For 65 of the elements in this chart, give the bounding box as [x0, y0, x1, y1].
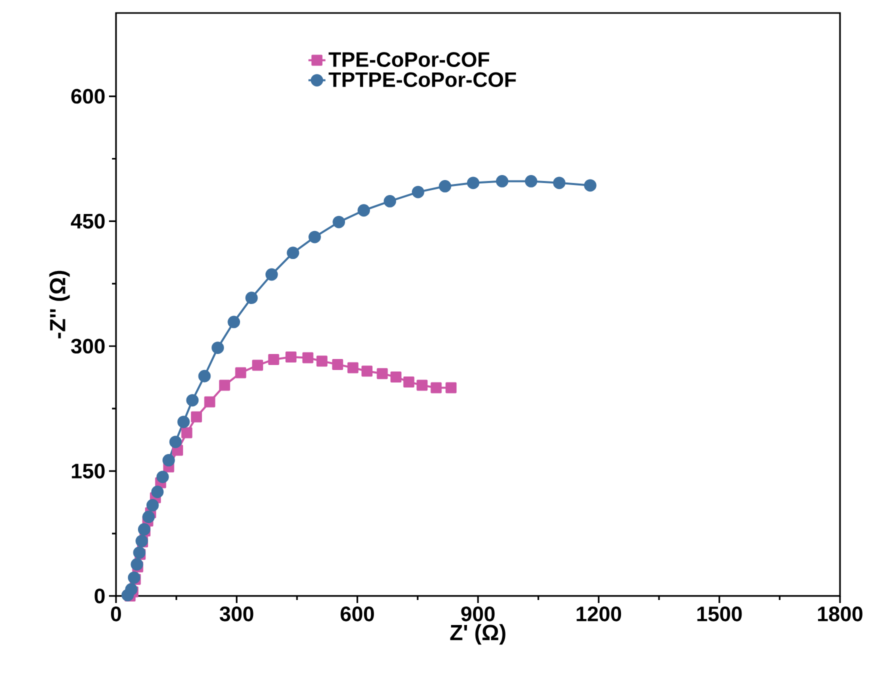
legend-label: TPE-CoPor-COF — [328, 52, 490, 67]
point — [438, 180, 452, 192]
x-tick-label: 1800 — [818, 606, 862, 622]
y-tick-label: 300 — [71, 338, 105, 354]
point — [347, 362, 358, 374]
point — [416, 380, 428, 391]
point — [133, 546, 146, 559]
point — [125, 583, 138, 596]
point — [430, 382, 442, 394]
point — [403, 376, 414, 388]
point — [128, 571, 140, 584]
point — [390, 371, 402, 382]
point — [286, 246, 300, 260]
legend-label: TPTPE-CoPor-COF — [328, 72, 516, 88]
x-tick-label: 300 — [220, 606, 254, 622]
y-axis-title: -Z'' (Ω) — [49, 270, 70, 338]
point — [265, 268, 278, 281]
point — [268, 354, 280, 365]
point — [138, 523, 150, 536]
point — [219, 380, 230, 391]
point — [204, 396, 216, 408]
point — [181, 427, 192, 438]
point — [584, 179, 596, 192]
point — [146, 499, 159, 512]
y-tick-label: 0 — [94, 588, 105, 604]
point — [376, 368, 388, 380]
y-tick-label: 450 — [70, 214, 105, 229]
point — [245, 292, 258, 304]
y-tick-label: 600 — [71, 88, 105, 104]
point — [361, 366, 372, 377]
point — [285, 351, 296, 362]
point — [466, 176, 480, 190]
point — [156, 470, 169, 484]
x-tick-label: 0 — [111, 606, 121, 622]
point — [142, 510, 155, 524]
point — [302, 352, 314, 364]
point — [212, 342, 224, 354]
point — [177, 416, 190, 428]
point — [190, 411, 202, 422]
point — [524, 175, 538, 188]
point — [358, 204, 370, 217]
point — [235, 367, 246, 378]
point — [130, 558, 144, 571]
x-tick-label: 600 — [340, 606, 374, 622]
point — [332, 358, 344, 370]
point — [332, 216, 346, 228]
point — [186, 394, 199, 406]
point — [198, 370, 211, 382]
point — [384, 195, 396, 208]
x-tick-label: 1500 — [697, 606, 742, 622]
point — [308, 230, 321, 244]
x-axis-title: Z' (Ω) — [450, 624, 506, 645]
point — [496, 175, 508, 188]
y-tick-label: 150 — [72, 464, 105, 478]
x-tick-label: 1200 — [576, 606, 622, 622]
point — [162, 454, 175, 466]
point — [446, 382, 457, 394]
point — [316, 356, 328, 367]
x-tick-label: 900 — [461, 606, 495, 622]
point — [151, 486, 164, 498]
point — [412, 186, 424, 198]
point — [228, 316, 240, 328]
point — [252, 360, 264, 371]
point — [169, 436, 182, 448]
point — [553, 176, 566, 190]
